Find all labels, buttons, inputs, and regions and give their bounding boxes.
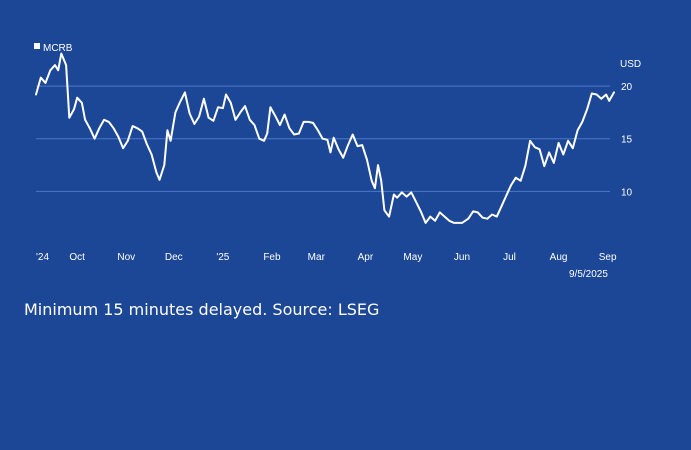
x-tick-label: Apr: [358, 252, 374, 263]
y-axis: USD 10 15 20: [620, 59, 641, 198]
x-axis: '24 Oct Nov Dec '25 Feb Mar Apr May Jun Jul Aug Sep: [36, 252, 617, 263]
legend-swatch: [34, 43, 40, 49]
stock-chart: '24 Oct Nov Dec '25 Feb Mar Apr May Jun Jul Aug Sep …: [34, 43, 641, 280]
y-tick-label: 15: [621, 135, 633, 146]
x-tick-label: May: [403, 252, 422, 263]
x-tick-label: Dec: [165, 252, 183, 263]
legend-label: MCRB: [43, 43, 73, 54]
x-tick-label: Mar: [308, 252, 326, 263]
legend: MCRB: [34, 43, 73, 54]
x-tick-label: Aug: [550, 252, 568, 263]
price-series: [35, 52, 615, 224]
series-line-0: [35, 52, 615, 224]
x-tick-label: Nov: [117, 252, 135, 263]
end-date-label: 9/5/2025: [569, 269, 608, 280]
x-tick-label: Oct: [69, 252, 85, 263]
y-tick-label: 20: [621, 82, 633, 93]
x-tick-label: Jul: [503, 252, 516, 263]
x-tick-label: Jun: [454, 252, 470, 263]
x-tick-label: Sep: [599, 252, 617, 263]
x-tick-label: Feb: [263, 252, 281, 263]
y-tick-label: 10: [621, 187, 633, 198]
x-tick-label: '25: [216, 252, 229, 263]
source-note: Minimum 15 minutes delayed. Source: LSEG: [24, 300, 380, 319]
y-axis-unit-label: USD: [620, 59, 641, 70]
x-tick-label: '24: [36, 252, 49, 263]
